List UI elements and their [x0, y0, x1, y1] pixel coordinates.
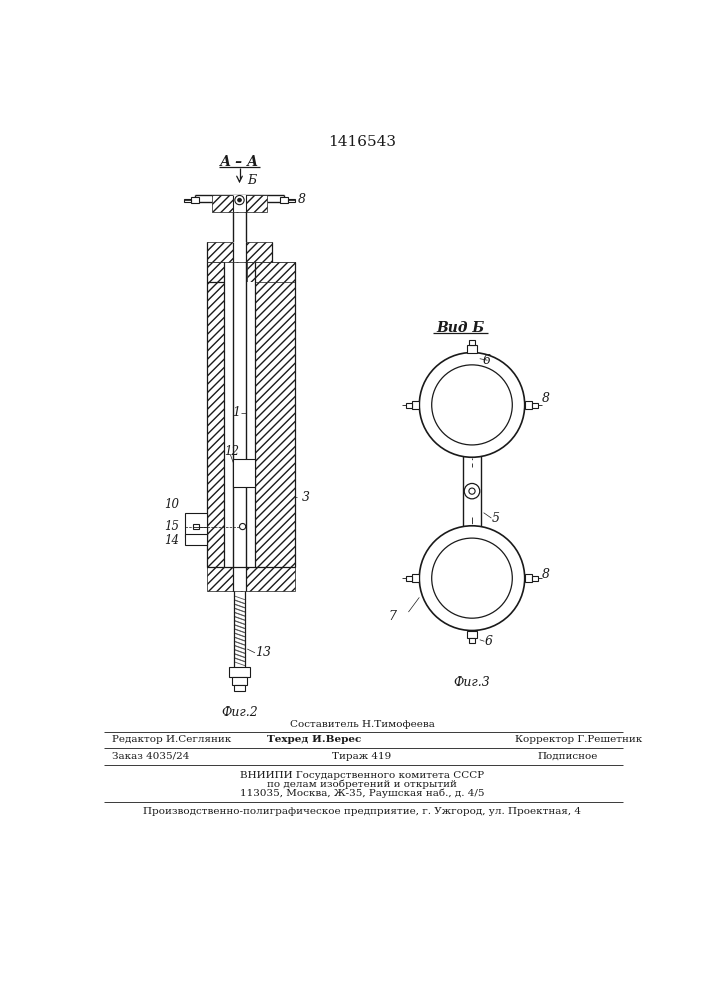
- Bar: [184, 199, 192, 202]
- Text: Фиг.2: Фиг.2: [221, 706, 258, 719]
- Text: Вид Б: Вид Б: [436, 321, 484, 335]
- Circle shape: [469, 488, 475, 494]
- Bar: [411, 574, 419, 582]
- Text: Подписное: Подписное: [538, 752, 598, 761]
- Text: 5: 5: [491, 512, 499, 525]
- Text: 14: 14: [164, 534, 179, 547]
- Bar: [193, 524, 199, 529]
- Bar: [234, 685, 245, 691]
- Text: 10: 10: [164, 498, 179, 512]
- Bar: [247, 262, 296, 282]
- Bar: [288, 199, 296, 202]
- Text: Фиг.3: Фиг.3: [454, 676, 491, 689]
- Text: 113035, Москва, Ж-35, Раушская наб., д. 4/5: 113035, Москва, Ж-35, Раушская наб., д. …: [240, 789, 484, 798]
- Text: по делам изобретений и открытий: по делам изобретений и открытий: [267, 780, 457, 789]
- Bar: [185, 513, 207, 537]
- Bar: [532, 403, 538, 408]
- Circle shape: [432, 538, 513, 618]
- Text: Б: Б: [247, 174, 257, 187]
- Text: Тираж 419: Тираж 419: [332, 752, 392, 761]
- Text: 8: 8: [298, 193, 305, 206]
- Circle shape: [238, 198, 241, 202]
- Bar: [525, 574, 532, 582]
- Bar: [411, 401, 419, 409]
- Text: 8: 8: [542, 568, 550, 581]
- Bar: [280, 197, 288, 203]
- Text: Производственно-полиграфическое предприятие, г. Ужгород, ул. Проектная, 4: Производственно-полиграфическое предприя…: [143, 807, 581, 816]
- Text: 1416543: 1416543: [328, 135, 396, 149]
- Text: Корректор Г.Решетник: Корректор Г.Решетник: [515, 735, 642, 744]
- Text: 6: 6: [483, 354, 491, 367]
- Text: 15: 15: [164, 520, 179, 533]
- Circle shape: [419, 353, 525, 457]
- Bar: [232, 677, 247, 685]
- Bar: [469, 638, 475, 643]
- Text: ВНИИПИ Государственного комитета СССР: ВНИИПИ Государственного комитета СССР: [240, 771, 484, 780]
- Bar: [469, 340, 475, 345]
- Bar: [185, 534, 207, 545]
- Bar: [255, 262, 296, 567]
- Text: 6: 6: [484, 635, 492, 648]
- Bar: [406, 403, 411, 408]
- Text: Редактор И.Сегляник: Редактор И.Сегляник: [112, 735, 231, 744]
- Circle shape: [464, 483, 480, 499]
- Bar: [207, 242, 272, 262]
- Text: Заказ 4035/24: Заказ 4035/24: [112, 752, 189, 761]
- Text: Составитель Н.Тимофеева: Составитель Н.Тимофеева: [289, 720, 434, 729]
- Text: 3: 3: [301, 491, 310, 504]
- Bar: [207, 567, 296, 591]
- Bar: [233, 567, 246, 591]
- Bar: [224, 282, 255, 567]
- Bar: [532, 576, 538, 581]
- Bar: [233, 459, 255, 487]
- Bar: [467, 631, 477, 638]
- Circle shape: [419, 526, 525, 631]
- Bar: [406, 576, 411, 581]
- Text: Техред И.Верес: Техред И.Верес: [267, 735, 361, 744]
- Bar: [211, 195, 267, 212]
- Circle shape: [235, 195, 244, 205]
- Text: 12: 12: [224, 445, 239, 458]
- Bar: [233, 242, 246, 262]
- Text: 7: 7: [388, 610, 396, 623]
- Circle shape: [240, 523, 246, 530]
- Text: 1: 1: [232, 406, 240, 419]
- Bar: [192, 197, 199, 203]
- Bar: [467, 345, 477, 353]
- Circle shape: [432, 365, 513, 445]
- Text: А – А: А – А: [220, 155, 259, 169]
- Bar: [525, 401, 532, 409]
- Bar: [207, 262, 224, 567]
- Text: 8: 8: [542, 392, 550, 405]
- Bar: [233, 195, 246, 212]
- Text: 13: 13: [255, 646, 271, 659]
- Bar: [228, 667, 250, 677]
